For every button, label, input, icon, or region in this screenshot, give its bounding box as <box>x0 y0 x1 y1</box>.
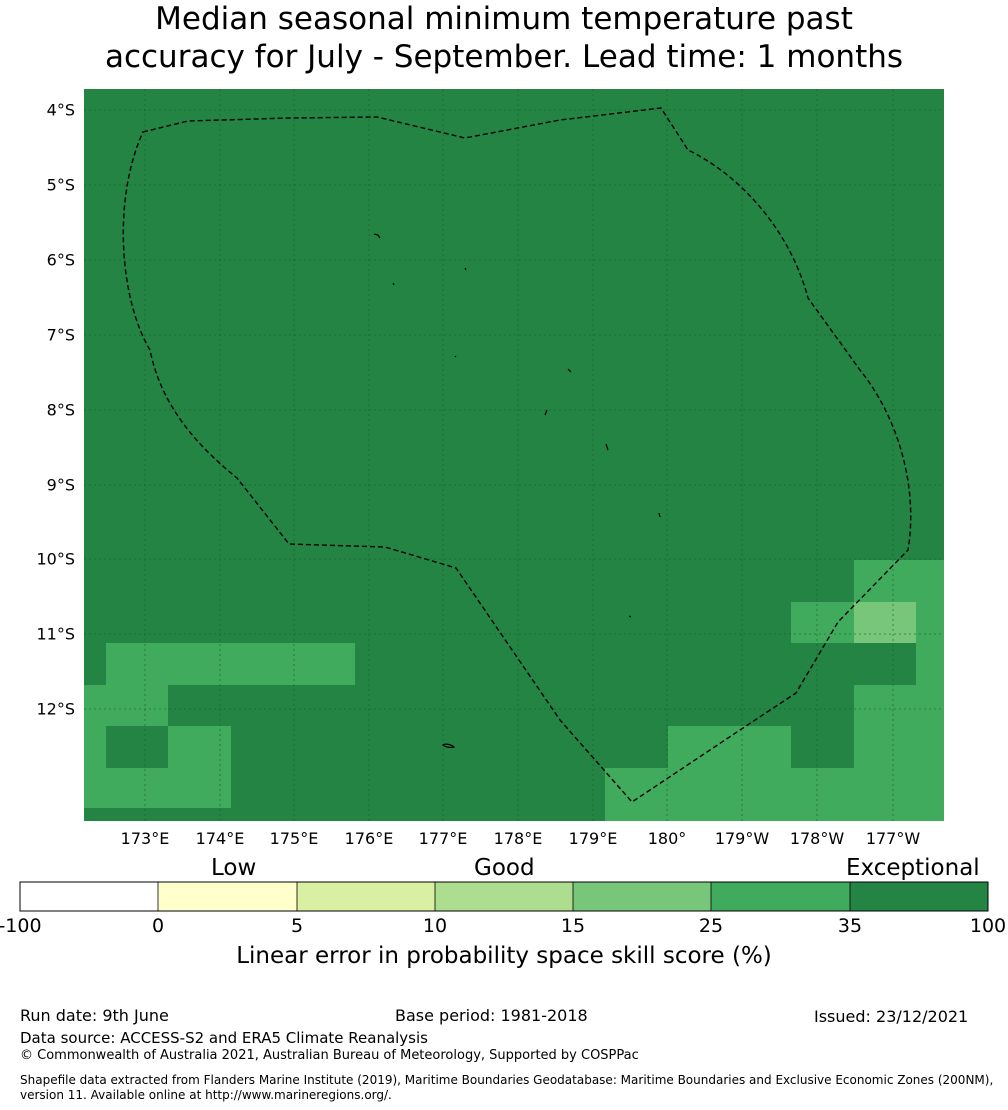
category-label-exceptional: Exceptional <box>846 855 980 881</box>
lat-label: 7°S <box>47 326 75 345</box>
shapefile-credit-line-1: Shapefile data extracted from Flanders M… <box>20 1073 994 1087</box>
lon-label: 178°E <box>494 829 543 848</box>
colorbar-tick: 35 <box>838 915 862 937</box>
colorbar-tick: 15 <box>561 915 585 937</box>
colorbar-segment <box>573 882 711 911</box>
lat-label: 10°S <box>36 550 75 569</box>
shapefile-credit: Shapefile data extracted from Flanders M… <box>20 1073 993 1103</box>
island-outline <box>605 443 609 451</box>
colorbar-tick: 100 <box>970 915 1006 937</box>
colorbar <box>19 881 989 912</box>
colorbar-tick: -100 <box>0 915 42 937</box>
skill-cell <box>84 768 231 808</box>
run-date: Run date: 9th June <box>20 1006 169 1025</box>
title-line-2: accuracy for July - September. Lead time… <box>104 39 904 75</box>
skill-cell <box>854 560 944 602</box>
gridlines <box>84 89 944 821</box>
lat-label: 9°S <box>47 476 75 495</box>
skill-cell <box>916 602 944 685</box>
title-line-1: Median seasonal minimum temperature past <box>155 1 853 37</box>
lat-label: 4°S <box>47 101 75 120</box>
skill-cell <box>106 643 355 685</box>
lon-label: 176°E <box>345 829 394 848</box>
shapefile-credit-line-2: version 11. Available online at http://w… <box>20 1088 392 1102</box>
skill-cell <box>168 726 231 768</box>
data-source: Data source: ACCESS-S2 and ERA5 Climate … <box>20 1029 428 1047</box>
skill-cell <box>791 768 854 821</box>
island-outline <box>544 409 548 416</box>
eez-boundary <box>122 107 912 803</box>
skill-cell <box>84 685 168 726</box>
islands <box>373 233 661 748</box>
map-title: Median seasonal minimum temperature past… <box>0 0 1008 76</box>
skill-cell <box>84 726 106 768</box>
colorbar-tick: 10 <box>423 915 447 937</box>
lon-label: 177°W <box>866 829 921 848</box>
lat-label: 6°S <box>47 251 75 270</box>
colorbar-segment <box>435 882 573 911</box>
lat-label: 12°S <box>36 700 75 719</box>
lon-label: 179°E <box>569 829 618 848</box>
lon-label: 175°E <box>270 829 319 848</box>
skill-cell <box>791 602 854 643</box>
skill-cell-15-25 <box>854 602 916 643</box>
island-outline <box>454 355 457 358</box>
colorbar-segment <box>158 882 297 911</box>
map-background-exceptional <box>84 89 944 821</box>
skill-cell <box>605 768 668 821</box>
lon-label: 174°E <box>196 829 245 848</box>
base-period: Base period: 1981-2018 <box>395 1006 588 1025</box>
category-label-good: Good <box>474 855 535 881</box>
lon-label: 180° <box>648 829 687 848</box>
category-label-low: Low <box>211 855 257 881</box>
colorbar-segment <box>297 882 435 911</box>
lon-label: 177°E <box>419 829 468 848</box>
colorbar-tick: 25 <box>699 915 723 937</box>
issued-date: Issued: 23/12/2021 <box>814 1007 969 1026</box>
colorbar-segment <box>711 882 850 911</box>
colorbar-axis-label: Linear error in probability space skill … <box>236 943 772 969</box>
colorbar-tick: 5 <box>291 915 303 937</box>
island-outline <box>442 743 456 748</box>
skill-cell <box>668 726 791 821</box>
lat-label: 11°S <box>36 625 75 644</box>
island-outline <box>464 267 467 271</box>
skill-cell <box>854 685 944 821</box>
colorbar-segment <box>20 882 158 911</box>
island-outline <box>392 282 395 286</box>
colorbar-tick: 0 <box>152 915 164 937</box>
skill-cells <box>84 560 944 821</box>
lat-label: 5°S <box>47 176 75 195</box>
island-outline <box>373 233 381 239</box>
island-outline <box>628 615 632 618</box>
lat-label: 8°S <box>47 401 75 420</box>
colorbar-segment <box>850 882 988 911</box>
island-outline <box>567 368 572 373</box>
lon-label: 173°E <box>121 829 170 848</box>
island-outline <box>658 512 661 518</box>
lon-label: 179°W <box>715 829 770 848</box>
lon-label: 178°W <box>790 829 845 848</box>
copyright: © Commonwealth of Australia 2021, Austra… <box>20 1048 639 1063</box>
